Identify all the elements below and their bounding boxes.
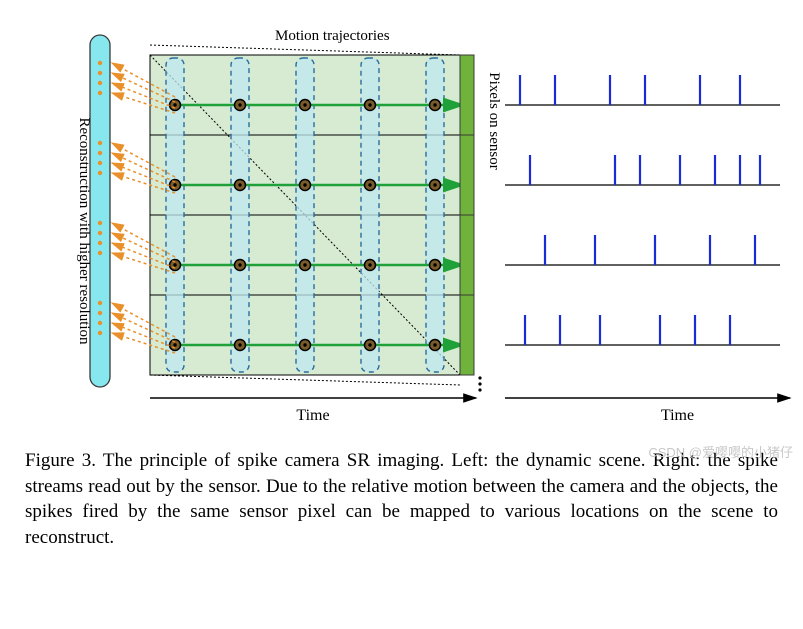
mapping-dot: [98, 91, 102, 95]
mapping-dot: [98, 61, 102, 65]
motion-trajectory: [150, 45, 460, 55]
vdots-icon: [478, 388, 481, 391]
figure-area: Time Time Motion trajectories Reconstructio…: [0, 0, 803, 440]
mapping-dot: [98, 301, 102, 305]
watermark: CSDN @爱嘤嘤的小猪仔: [648, 442, 793, 461]
figure-svg: Time Time Motion trajectories Reconstructio…: [0, 0, 803, 440]
pixels-on-sensor-label: Pixels on sensor: [486, 72, 502, 170]
mapping-dot: [98, 151, 102, 155]
mapping-dot: [98, 311, 102, 315]
reconstruction-label: Reconstruction with higher resolution: [76, 117, 92, 345]
mapping-dot: [98, 71, 102, 75]
mapping-dot: [98, 241, 102, 245]
mapping-dot: [98, 221, 102, 225]
mapping-dot: [98, 331, 102, 335]
vdots-icon: [478, 376, 481, 379]
time-label-left: Time: [296, 407, 329, 424]
mapping-dot: [98, 171, 102, 175]
mapping-dot: [98, 161, 102, 165]
mapping-dot: [98, 231, 102, 235]
time-label-right: Time: [661, 407, 694, 424]
motion-trajectories-label: Motion trajectories: [275, 28, 390, 44]
mapping-dot: [98, 321, 102, 325]
motion-trajectory: [150, 375, 460, 385]
caption-text: The principle of spike camera SR imaging…: [25, 450, 778, 548]
caption-prefix: Figure 3.: [25, 450, 96, 471]
mapping-dot: [98, 141, 102, 145]
mapping-dot: [98, 251, 102, 255]
mapping-dot: [98, 81, 102, 85]
vdots-icon: [478, 382, 481, 385]
